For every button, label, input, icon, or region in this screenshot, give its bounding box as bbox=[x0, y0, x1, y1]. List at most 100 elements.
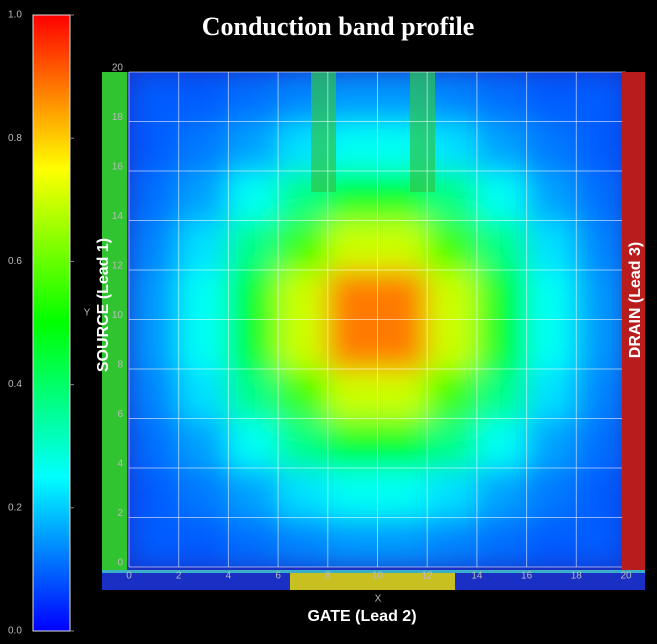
drain-lead bbox=[622, 72, 645, 570]
heat-cell bbox=[575, 418, 626, 469]
colorbar-tick-label: 0.4 bbox=[8, 379, 22, 390]
heat-cell bbox=[227, 418, 279, 469]
heat-cell bbox=[575, 467, 626, 518]
heat-cell bbox=[526, 517, 577, 567]
ticks: 0.0 0.2 0.4 0.6 0.8 1.0 0 2 4 6 8 10 12 14 16 18 20 0 2 4 6 8… bbox=[8, 10, 632, 637]
heat-cell bbox=[227, 220, 279, 271]
heat-cell bbox=[377, 467, 428, 518]
heat-cell bbox=[227, 467, 279, 518]
y-tick-label: 20 bbox=[112, 63, 124, 74]
heat-cell bbox=[277, 220, 329, 271]
heat-cell bbox=[129, 467, 180, 518]
top-lead bbox=[410, 72, 435, 192]
y-tick-label: 8 bbox=[117, 360, 123, 371]
heat-cell bbox=[476, 220, 528, 271]
heat-cell bbox=[327, 368, 378, 419]
gate-edge bbox=[102, 570, 645, 573]
heat-cell bbox=[426, 121, 478, 172]
heat-cell bbox=[227, 72, 279, 122]
y-tick-label: 14 bbox=[112, 211, 124, 222]
heat-cell bbox=[178, 170, 229, 221]
heat-cell bbox=[129, 517, 180, 567]
x-tick-label: 4 bbox=[226, 571, 232, 582]
heat-cell bbox=[178, 368, 229, 419]
heat-cell bbox=[575, 220, 626, 271]
heat-cell bbox=[575, 269, 626, 320]
x-tick-label: 18 bbox=[571, 571, 583, 582]
source-label: SOURCE (Lead 1) bbox=[95, 238, 112, 372]
heat-cell bbox=[426, 319, 478, 370]
x-tick-label: 20 bbox=[620, 571, 632, 582]
heat-cell bbox=[526, 121, 577, 172]
heat-cell bbox=[227, 368, 279, 419]
heat-cell bbox=[227, 517, 279, 567]
gate-label: GATE (Lead 2) bbox=[307, 608, 416, 625]
heat-cell bbox=[129, 121, 180, 172]
colorbar-tick-label: 0.0 bbox=[8, 626, 22, 637]
heat-cell bbox=[178, 269, 229, 320]
heat-cell bbox=[476, 72, 528, 122]
heat-cell bbox=[277, 517, 329, 567]
heat-cell bbox=[526, 467, 577, 518]
x-tick-label: 12 bbox=[422, 571, 434, 582]
heat-cell bbox=[327, 220, 378, 271]
heat-cell bbox=[526, 220, 577, 271]
heat-cell bbox=[526, 72, 577, 122]
heat-cell bbox=[178, 121, 229, 172]
heatmap-cells bbox=[129, 72, 626, 567]
heat-cell bbox=[327, 269, 378, 320]
heat-cell bbox=[426, 269, 478, 320]
drain-label: DRAIN (Lead 3) bbox=[627, 242, 644, 358]
x-tick-label: 6 bbox=[275, 571, 281, 582]
heat-cell bbox=[476, 418, 528, 469]
heat-cell bbox=[377, 269, 428, 320]
colorbar-tick-label: 0.2 bbox=[8, 502, 22, 513]
heat-cell bbox=[476, 467, 528, 518]
y-tick-label: 2 bbox=[117, 508, 123, 519]
heat-cell bbox=[178, 467, 229, 518]
heat-cell bbox=[129, 72, 180, 122]
x-tick-label: 10 bbox=[372, 571, 384, 582]
heat-cell bbox=[526, 319, 577, 370]
heat-cell bbox=[377, 368, 428, 419]
heat-cell bbox=[377, 418, 428, 469]
gate-electrode bbox=[290, 573, 455, 590]
heat-cell bbox=[526, 170, 577, 221]
heat-cell bbox=[476, 517, 528, 567]
colorbar-tick-label: 0.6 bbox=[8, 256, 22, 267]
heat-cell bbox=[476, 121, 528, 172]
heat-cell bbox=[129, 269, 180, 320]
heat-cell bbox=[476, 319, 528, 370]
heat-cell bbox=[476, 170, 528, 221]
heat-cell bbox=[178, 319, 229, 370]
heat-cell bbox=[227, 319, 279, 370]
heat-cell bbox=[129, 418, 180, 469]
chart-title: Conduction band profile bbox=[202, 12, 475, 41]
y-tick-label: 0 bbox=[117, 558, 123, 569]
heat-cell bbox=[129, 368, 180, 419]
heat-cell bbox=[575, 170, 626, 221]
x-tick-label: 2 bbox=[176, 571, 182, 582]
heat-cell bbox=[129, 220, 180, 271]
y-tick-label: 4 bbox=[117, 459, 123, 470]
heat-cell bbox=[178, 220, 229, 271]
x-tick-label: 16 bbox=[521, 571, 533, 582]
colorbar bbox=[32, 14, 71, 632]
heat-cell bbox=[426, 418, 478, 469]
heat-cell bbox=[178, 517, 229, 567]
heat-cell bbox=[575, 72, 626, 122]
y-tick-label: 18 bbox=[112, 112, 124, 123]
heat-cell bbox=[327, 517, 378, 567]
heat-cell bbox=[426, 72, 478, 122]
heat-cell bbox=[426, 170, 478, 221]
colorbar-tick-label: 0.8 bbox=[8, 133, 22, 144]
heat-cell bbox=[178, 72, 229, 122]
heat-cell bbox=[377, 517, 428, 567]
heat-cell bbox=[526, 418, 577, 469]
heat-cell bbox=[476, 269, 528, 320]
heat-cell bbox=[227, 170, 279, 221]
heat-cell bbox=[575, 368, 626, 419]
heat-cell bbox=[227, 121, 279, 172]
heat-cell bbox=[426, 368, 478, 419]
x-tick-label: 0 bbox=[126, 571, 132, 582]
